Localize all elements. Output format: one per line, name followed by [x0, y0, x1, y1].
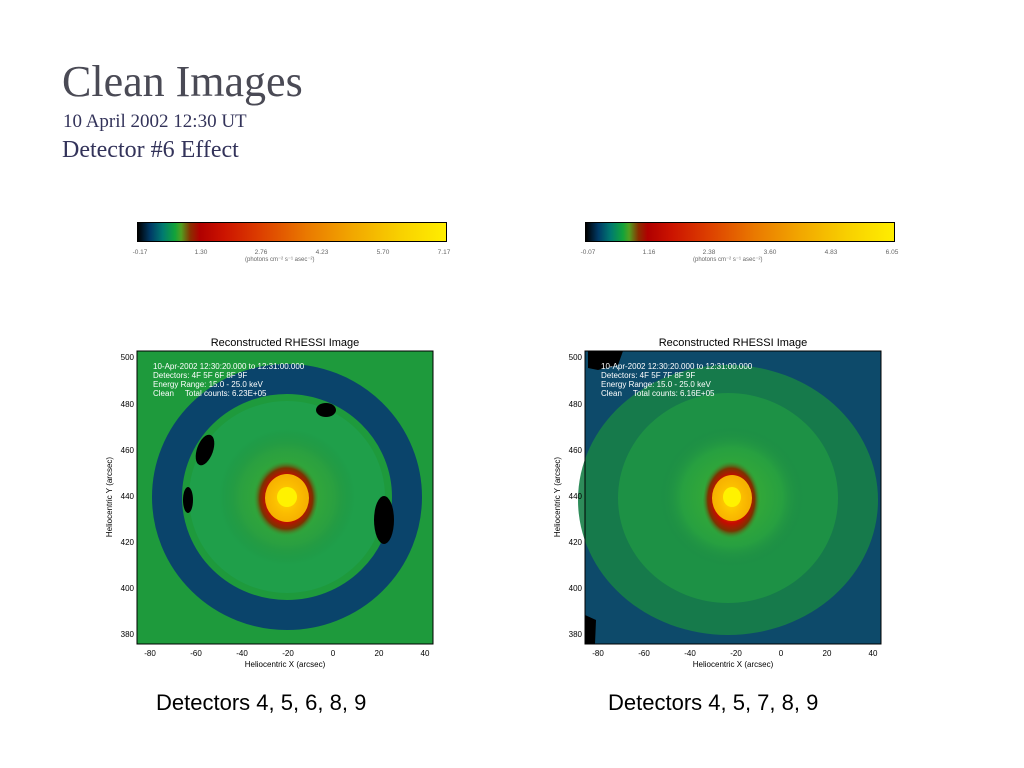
- info-text: 10-Apr-2002 12:30:20.000 to 12:31:00.000…: [153, 362, 305, 398]
- colorbar-tick: -0.07: [580, 249, 596, 256]
- colorbar-tick: 2.38: [702, 249, 716, 256]
- info-line: Energy Range: 15.0 - 25.0 keV: [153, 380, 264, 389]
- image-panel-left: Reconstructed RHESSI Image 10-Apr-2002 1…: [105, 337, 434, 669]
- corner-dark: [585, 615, 596, 644]
- colorbar-tick: 1.30: [194, 249, 208, 256]
- colorbar-left: -0.17 1.30 2.76 4.23 5.70 7.17 (photons …: [133, 222, 451, 272]
- y-tick-label: 460: [569, 446, 583, 455]
- y-tick-label: 420: [569, 538, 583, 547]
- x-tick-label: -40: [236, 649, 248, 658]
- x-tick-label: -60: [190, 649, 202, 658]
- x-tick-label: 0: [779, 649, 784, 658]
- y-tick-label: 440: [121, 492, 135, 501]
- colorbar-tick: 7.17: [437, 249, 451, 256]
- x-axis-label: Heliocentric X (arcsec): [245, 660, 326, 669]
- x-tick-label: 20: [375, 649, 384, 658]
- slide-title: Clean Images: [62, 57, 303, 106]
- x-tick-label: -80: [592, 649, 604, 658]
- x-tick-label: -80: [144, 649, 156, 658]
- x-tick-label: -40: [684, 649, 696, 658]
- info-line: 10-Apr-2002 12:30:20.000 to 12:31:00.000: [153, 362, 305, 371]
- x-axis-label: Heliocentric X (arcsec): [693, 660, 774, 669]
- colorbar-tick: 1.16: [642, 249, 656, 256]
- info-line: Clean Total counts: 6.16E+05: [601, 389, 715, 398]
- y-tick-label: 400: [121, 584, 135, 593]
- y-tick-label: 480: [121, 400, 135, 409]
- info-line: Clean Total counts: 6.23E+05: [153, 389, 267, 398]
- artifact-blob: [316, 403, 336, 417]
- artifact-blob: [374, 496, 394, 544]
- y-tick-label: 420: [121, 538, 135, 547]
- caption-right: Detectors 4, 5, 7, 8, 9: [608, 690, 819, 715]
- plot-frame: [136, 350, 434, 645]
- colorbar-ticks: -0.17 1.30 2.76 4.23 5.70 7.17: [133, 249, 451, 259]
- x-tick-label: 0: [331, 649, 336, 658]
- y-tick-label: 480: [569, 400, 583, 409]
- y-tick-label: 400: [569, 584, 583, 593]
- colorbar-tick: 2.76: [254, 249, 268, 256]
- info-line: Energy Range: 15.0 - 25.0 keV: [601, 380, 712, 389]
- colorbar-tick: 6.05: [885, 249, 899, 256]
- plot-frame: [584, 350, 882, 645]
- colorbar-tick: -0.17: [132, 249, 148, 256]
- corner-dark: [588, 351, 623, 370]
- info-line: Detectors: 4F 5F 6F 8F 9F: [153, 371, 247, 380]
- y-tick-label: 460: [121, 446, 135, 455]
- x-tick-label: -60: [638, 649, 650, 658]
- y-tick-label: 500: [121, 353, 135, 362]
- colorbar-tick: 4.23: [315, 249, 329, 256]
- colorbar-gradient: [137, 222, 447, 242]
- x-tick-label: 20: [823, 649, 832, 658]
- y-tick-label: 500: [569, 353, 583, 362]
- y-tick-label: 380: [569, 630, 583, 639]
- colorbar-unit: (photons cm⁻² s⁻¹ asec⁻²): [693, 257, 763, 263]
- artifact-blob: [195, 434, 215, 466]
- colorbar-right: -0.07 1.16 2.38 3.60 4.83 6.05 (photons …: [581, 222, 899, 272]
- colorbar-tick: 4.83: [824, 249, 838, 256]
- y-tick-label: 380: [121, 630, 135, 639]
- slide-heading: Detector #6 Effect: [62, 137, 239, 163]
- y-tick-label: 440: [569, 492, 583, 501]
- x-tick-label: -20: [730, 649, 742, 658]
- date-line: 10 April 2002 12:30 UT: [63, 111, 247, 132]
- x-tick-label: 40: [421, 649, 430, 658]
- info-line: Detectors: 4F 5F 7F 8F 9F: [601, 371, 695, 380]
- colorbar-unit: (photons cm⁻² s⁻¹ asec⁻²): [245, 257, 315, 263]
- source-peak: [277, 487, 297, 507]
- plot-title: Reconstructed RHESSI Image: [659, 337, 808, 349]
- colorbar-ticks: -0.07 1.16 2.38 3.60 4.83 6.05: [581, 249, 899, 259]
- plot-title: Reconstructed RHESSI Image: [211, 337, 360, 349]
- info-line: 10-Apr-2002 12:30:20.000 to 12:31:00.000: [601, 362, 753, 371]
- caption-left: Detectors 4, 5, 6, 8, 9: [156, 690, 367, 715]
- x-tick-label: 40: [869, 649, 878, 658]
- image-panel-right: Reconstructed RHESSI Image 10-Apr-2002 1…: [553, 337, 882, 669]
- source-peak: [723, 487, 741, 507]
- y-axis-label: Heliocentric Y (arcsec): [105, 457, 114, 538]
- y-axis-label: Heliocentric Y (arcsec): [553, 457, 562, 538]
- x-tick-label: -20: [282, 649, 294, 658]
- info-text: 10-Apr-2002 12:30:20.000 to 12:31:00.000…: [601, 362, 753, 398]
- colorbar-gradient: [585, 222, 895, 242]
- artifact-blob: [183, 487, 193, 513]
- colorbar-tick: 5.70: [376, 249, 390, 256]
- colorbar-tick: 3.60: [763, 249, 777, 256]
- dark-ring: [152, 364, 422, 630]
